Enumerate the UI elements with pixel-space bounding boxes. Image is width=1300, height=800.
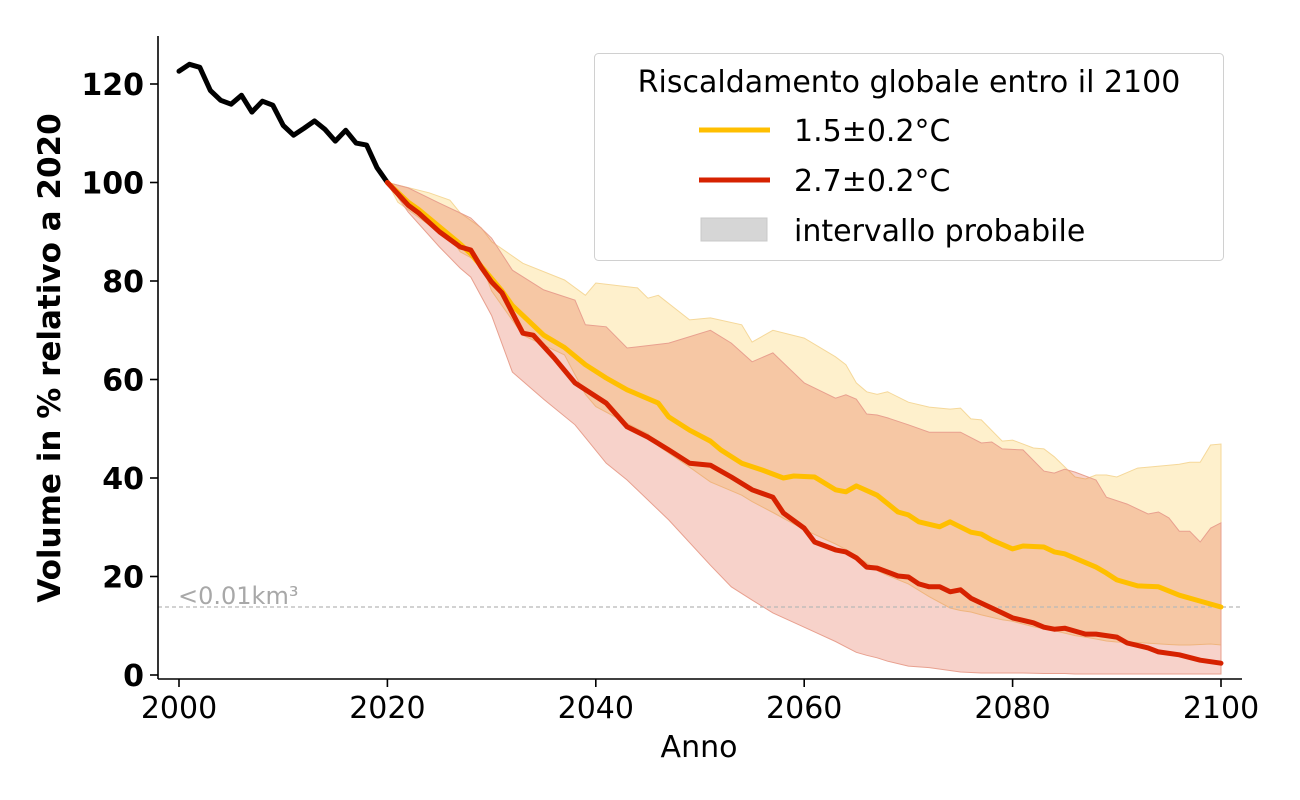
legend-label-likely-range: intervallo probabile <box>794 214 1085 249</box>
x-tick-label: 2100 <box>1183 691 1259 726</box>
x-tick-label: 2040 <box>558 691 634 726</box>
x-tick-label: 2060 <box>766 691 842 726</box>
y-axis-label: Volume in % relativo a 2020 <box>32 113 68 602</box>
x-ticks: 2000 2020 2040 2060 2080 2100 <box>141 679 1259 726</box>
axes <box>157 36 1242 680</box>
series-2-7c-line <box>384 180 1224 666</box>
legend: Riscaldamento globale entro il 2100 1.5±… <box>594 53 1224 261</box>
y-tick-label: 60 <box>102 364 144 399</box>
threshold-annotation: <0.01km³ <box>178 582 298 610</box>
y-tick-label: 120 <box>81 68 144 103</box>
x-tick-label: 2080 <box>974 691 1050 726</box>
legend-label-2-7c: 2.7±0.2°C <box>794 164 951 199</box>
legend-swatch-likely-range <box>700 217 768 242</box>
x-tick-label: 2020 <box>349 691 425 726</box>
legend-frame <box>594 53 1224 261</box>
y-tick-label: 20 <box>102 561 144 596</box>
legend-title: Riscaldamento globale entro il 2100 <box>638 65 1181 100</box>
x-axis-label: Anno <box>661 730 738 765</box>
y-tick-label: 100 <box>81 167 144 202</box>
legend-label-1-5c: 1.5±0.2°C <box>794 114 951 149</box>
y-tick-label: 40 <box>102 462 144 497</box>
x-tick-label: 2000 <box>141 691 217 726</box>
y-tick-label: 80 <box>102 265 144 300</box>
y-ticks: 0 20 40 60 80 100 120 <box>81 68 158 694</box>
y-tick-label: 0 <box>123 659 144 694</box>
lines-layer <box>176 61 1224 666</box>
observed-line <box>176 61 390 185</box>
